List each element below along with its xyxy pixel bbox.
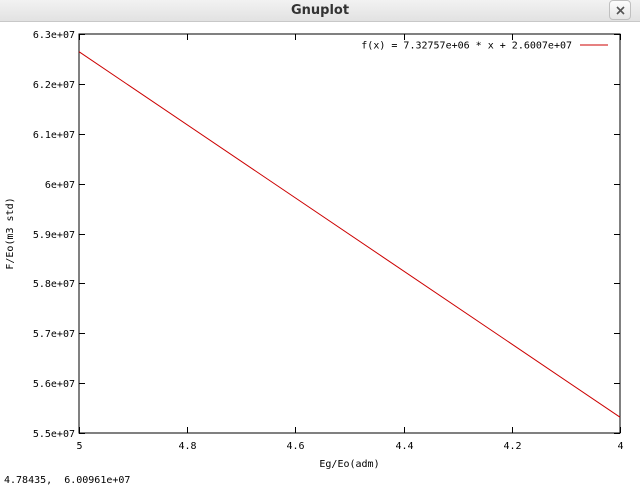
- line-chart: 5.5e+07 5.6e+07 5.7e+07 5.8e+07 5.9e+07 6e+07…: [5, 30, 624, 470]
- y-tick-label: 5.9e+07: [33, 230, 75, 241]
- window-titlebar: Gnuplot: [0, 0, 640, 22]
- x-tick-label: 4.8: [178, 441, 196, 452]
- x-axis-label: Eg/Eo(adm): [319, 459, 379, 470]
- close-button[interactable]: [609, 0, 631, 20]
- x-tick-label: 4.2: [503, 441, 521, 452]
- legend-label: f(x) = 7.32757e+06 * x + 2.6007e+07: [361, 41, 572, 52]
- y-tick-label: 5.6e+07: [33, 379, 75, 390]
- x-tick-label: 5: [76, 441, 82, 452]
- y-tick-label: 6.2e+07: [33, 80, 75, 91]
- y-axis-label: F/Eo(m3 std): [5, 197, 16, 269]
- y-tick-label: 5.8e+07: [33, 279, 75, 290]
- x-tick-label: 4.4: [395, 441, 413, 452]
- window-title: Gnuplot: [290, 3, 350, 18]
- x-tick-label: 4.6: [286, 441, 304, 452]
- y-tick-label: 6.3e+07: [33, 30, 75, 41]
- x-tick-label: 4: [617, 441, 623, 452]
- plot-canvas[interactable]: 5.5e+07 5.6e+07 5.7e+07 5.8e+07 5.9e+07 6e+07…: [0, 22, 640, 474]
- y-tick-label: 6.1e+07: [33, 130, 75, 141]
- plot-border: [78, 33, 621, 434]
- close-icon: [616, 6, 625, 15]
- y-tick-label: 5.5e+07: [33, 429, 75, 440]
- status-bar: 4.78435, 6.00961e+07: [0, 474, 640, 488]
- series-line: [78, 51, 621, 418]
- mouse-coordinates: 4.78435, 6.00961e+07: [4, 475, 131, 486]
- y-tick-label: 5.7e+07: [33, 329, 75, 340]
- y-tick-label: 6e+07: [45, 180, 75, 191]
